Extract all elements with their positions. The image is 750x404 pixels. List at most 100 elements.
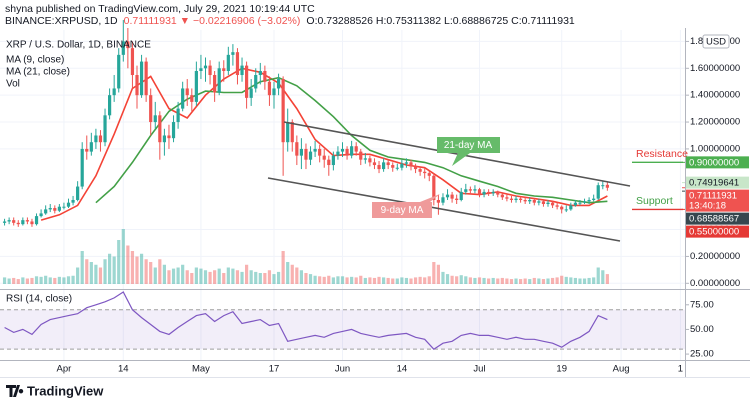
candle-body — [605, 184, 609, 188]
candle-body — [135, 75, 139, 96]
candle-body — [16, 222, 20, 225]
candle-body — [445, 194, 450, 198]
candle-body — [240, 65, 244, 76]
volume-bar — [532, 277, 536, 284]
candle-body — [108, 95, 112, 116]
candle-body — [601, 185, 605, 187]
x-tick-label: 14 — [118, 364, 129, 375]
candle-body — [162, 135, 166, 143]
candle-body — [450, 194, 454, 199]
candle-body — [359, 151, 363, 160]
candle-body — [318, 148, 322, 156]
volume-bar — [413, 277, 418, 284]
candle-body — [391, 165, 395, 168]
countdown: 13:40:18 — [689, 201, 726, 212]
volume-bar — [213, 270, 217, 284]
volume-bar — [121, 229, 125, 284]
volume-bar — [272, 274, 276, 284]
price-tag — [686, 189, 749, 212]
candle-body — [592, 198, 596, 200]
volume-bar — [550, 277, 555, 284]
overlay: Resistance Support 0.90000000 0.74919641 0.7… — [632, 148, 749, 238]
candle-body — [44, 209, 48, 214]
candle-body — [34, 216, 39, 225]
symbol-line: BINANCE:XRPUSD, 1D 0.71111931 ▼ −0.022169… — [5, 15, 575, 27]
candle-body — [473, 189, 477, 191]
volume-bar — [409, 278, 413, 284]
candle-body — [564, 209, 568, 211]
candle-body — [487, 191, 491, 194]
x-tick-label: Apr — [57, 364, 72, 375]
legend-title: XRP / U.S. Dollar, 1D, BINANCE — [6, 40, 151, 51]
volume-bar — [217, 268, 221, 284]
ma9-callout: 9-day MA — [372, 194, 440, 218]
x-tick-label: 17 — [269, 364, 280, 375]
volume-bar — [455, 276, 459, 284]
volume-bar — [350, 276, 354, 284]
volume-bar — [592, 277, 596, 284]
volume-bar — [176, 267, 180, 284]
candle-body — [208, 65, 212, 76]
candle-body — [496, 191, 500, 195]
candle-body — [340, 148, 345, 152]
candle-body — [523, 199, 527, 202]
level-label: Support — [636, 195, 673, 207]
candle-body — [299, 148, 303, 156]
candle-body — [39, 213, 43, 217]
level-label: Resistance — [636, 148, 688, 160]
volume-bar — [181, 264, 185, 284]
volume-bar — [605, 274, 609, 284]
volume-bar — [12, 277, 16, 284]
volume-bar — [473, 277, 477, 284]
volume-bar — [94, 264, 98, 284]
volume-bar — [25, 278, 29, 284]
volume-bar — [290, 264, 294, 284]
candle-body — [276, 79, 281, 89]
volume-bar — [231, 268, 235, 284]
candle-body — [537, 201, 541, 203]
volume-bar — [331, 277, 335, 284]
volume-bar — [336, 276, 340, 284]
volume-bar — [194, 267, 198, 284]
legend-ma21: MA (21, close) — [6, 67, 70, 78]
candle-body — [231, 52, 235, 55]
published-line: shyna published on TradingView.com, July… — [5, 3, 315, 15]
candle-body — [427, 173, 431, 176]
volume-bar — [523, 278, 527, 284]
candle-body — [57, 206, 61, 211]
volume-bar — [500, 277, 504, 284]
volume-bar — [39, 276, 43, 284]
candle-body — [409, 162, 413, 167]
candle-body — [587, 199, 591, 202]
price-tag-label: 0.55000000 — [689, 227, 739, 238]
volume-bar — [386, 277, 390, 284]
candle-body — [345, 148, 349, 156]
volume-bar — [377, 276, 381, 284]
candle-body — [98, 135, 103, 143]
candle-body — [322, 155, 326, 160]
volume-bar — [135, 256, 139, 284]
candle-body — [130, 48, 135, 76]
volume-bar — [418, 276, 422, 284]
volume-bar — [509, 279, 514, 284]
candle-body — [199, 68, 203, 71]
candle-body — [290, 122, 294, 143]
candle-body — [519, 198, 523, 200]
candle-body — [12, 220, 16, 223]
legend-vol: Vol — [6, 79, 20, 90]
volume-bar — [85, 259, 89, 284]
volume-bar — [130, 251, 135, 284]
volume-bar — [505, 278, 509, 284]
volume-bar — [263, 273, 267, 284]
candle-body — [386, 162, 390, 166]
volume-bar — [587, 277, 591, 284]
candle-body — [80, 148, 84, 187]
candle-body — [573, 202, 577, 206]
candle-body — [377, 165, 381, 170]
volume-bar — [354, 277, 358, 284]
volume-bar — [158, 259, 162, 284]
candle-body — [21, 220, 25, 225]
candle-body — [336, 151, 340, 156]
volume-bar — [162, 264, 166, 284]
volume-bar — [537, 278, 541, 284]
